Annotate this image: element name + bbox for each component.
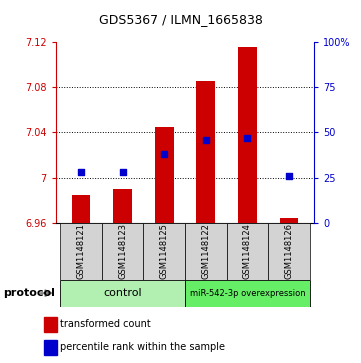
Bar bbox=[113, 189, 132, 223]
Text: GSM1148121: GSM1148121 bbox=[77, 224, 86, 279]
Point bbox=[120, 170, 126, 175]
Text: control: control bbox=[103, 288, 142, 298]
Text: transformed count: transformed count bbox=[60, 319, 151, 330]
Point bbox=[286, 173, 292, 179]
Point bbox=[244, 135, 250, 141]
Text: percentile rank within the sample: percentile rank within the sample bbox=[60, 342, 225, 352]
Bar bbox=[227, 223, 268, 280]
Text: GSM1148123: GSM1148123 bbox=[118, 223, 127, 280]
Bar bbox=[268, 223, 310, 280]
Bar bbox=[44, 317, 57, 332]
Bar bbox=[102, 223, 143, 280]
Bar bbox=[155, 127, 174, 223]
Point bbox=[78, 170, 84, 175]
Bar bbox=[196, 81, 215, 223]
Text: GSM1148126: GSM1148126 bbox=[284, 223, 293, 280]
Bar bbox=[143, 223, 185, 280]
Bar bbox=[238, 48, 257, 223]
Text: miR-542-3p overexpression: miR-542-3p overexpression bbox=[190, 289, 305, 298]
Text: GSM1148124: GSM1148124 bbox=[243, 224, 252, 279]
Bar bbox=[280, 217, 299, 223]
Text: GDS5367 / ILMN_1665838: GDS5367 / ILMN_1665838 bbox=[99, 13, 262, 26]
Bar bbox=[60, 223, 102, 280]
Text: GSM1148125: GSM1148125 bbox=[160, 224, 169, 279]
Bar bbox=[60, 280, 185, 307]
Text: protocol: protocol bbox=[4, 288, 56, 298]
Bar bbox=[185, 280, 310, 307]
Text: GSM1148122: GSM1148122 bbox=[201, 224, 210, 279]
Bar bbox=[71, 195, 90, 223]
Bar bbox=[44, 339, 57, 355]
Bar bbox=[185, 223, 227, 280]
Point bbox=[161, 151, 167, 157]
Point bbox=[203, 137, 209, 143]
